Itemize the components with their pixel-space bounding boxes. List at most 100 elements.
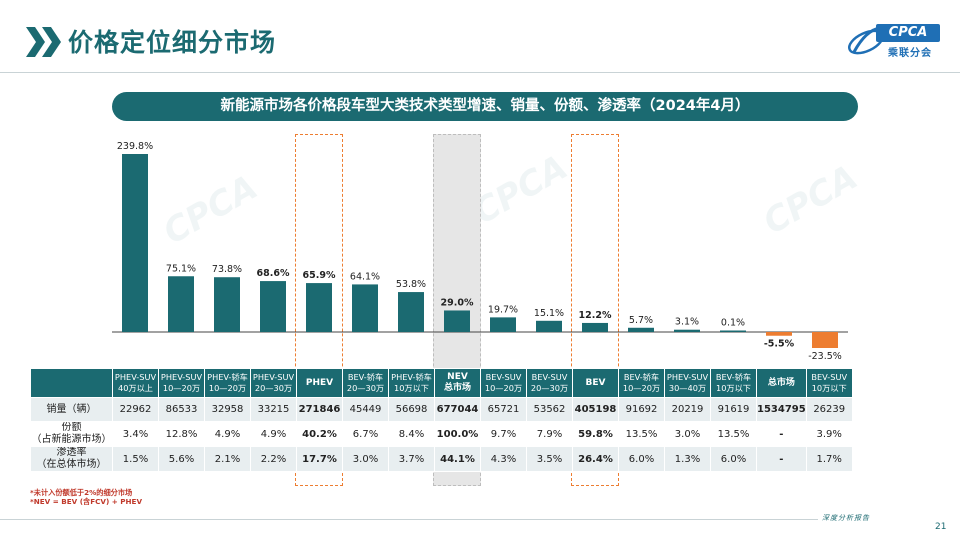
row-label: 销量（辆） (30, 397, 113, 422)
table-cell: 3.7% (388, 446, 435, 472)
header-line: BEV-SUV (485, 372, 522, 382)
header-line: BEV-SUV (531, 372, 568, 382)
bar-value-label: 12.2% (579, 310, 612, 321)
table-cell: 7.9% (526, 421, 573, 447)
table-header-cell: BEV-SUV 20—30万 (526, 368, 573, 398)
bar-value-label: 0.1% (721, 318, 745, 329)
table-cell: 271846 (296, 397, 343, 422)
table-header-cell: BEV (572, 368, 619, 398)
table-header-cell: PHEV-SUV 20—30万 (250, 368, 297, 398)
table-cell: 6.0% (618, 446, 665, 472)
table-cell: 17.7% (296, 446, 343, 472)
table-cell: 6.0% (710, 446, 757, 472)
bar (168, 276, 194, 332)
row-label-line: 渗透率 (56, 447, 87, 459)
highlight-box (295, 134, 343, 486)
header-line: PHEV-SUV (252, 372, 295, 382)
bar (536, 320, 562, 332)
table-row: 销量（辆） 22962 86533 32958 33215 271846 45449 5669… (30, 397, 853, 422)
header-line: PHEV-SUV (114, 372, 157, 382)
bar-value-label: 75.1% (166, 263, 196, 274)
table-header-cell: BEV-轿车 10—20万 (618, 368, 665, 398)
footer-text: 深度分析报告 (822, 514, 870, 522)
page-number: 21 (935, 522, 947, 532)
table-cell: 3.4% (112, 421, 159, 447)
table-cell: 4.9% (204, 421, 251, 447)
footnote: *NEV = BEV (含FCV) + PHEV (30, 497, 143, 506)
bar (720, 330, 746, 332)
table-row: 份额 （占新能源市场） 3.4% 12.8% 4.9% 4.9% 40.2% 6.7% 8.4%… (30, 421, 853, 447)
bar (444, 310, 470, 332)
table-cell: 6.7% (342, 421, 389, 447)
header-line: 20—30万 (346, 383, 385, 393)
table-cell: 1534795 (756, 397, 807, 422)
table-header-cell: BEV-轿车 10万以下 (710, 368, 757, 398)
bar (398, 292, 424, 332)
table-cell: 13.5% (710, 421, 757, 447)
table-header-cell: PHEV-轿车 10万以下 (388, 368, 435, 398)
table-cell: 4.9% (250, 421, 297, 447)
row-label: 渗透率 （在总体市场） (30, 446, 113, 472)
header-line: 10—20万 (484, 383, 523, 393)
header-line: BEV-轿车 (347, 372, 384, 382)
bar-value-label: 29.0% (441, 297, 474, 308)
bar (260, 281, 286, 332)
table-cell: 33215 (250, 397, 297, 422)
table-corner (30, 368, 113, 398)
table-cell: 13.5% (618, 421, 665, 447)
header-line: BEV-轿车 (623, 372, 660, 382)
table-cell: 53562 (526, 397, 573, 422)
bar-value-label: 73.8% (212, 264, 242, 275)
row-label-line: （在总体市场） (36, 459, 107, 470)
table-cell: 9.7% (480, 421, 527, 447)
table-cell: 2.2% (250, 446, 297, 472)
header-line: 10万以下 (811, 383, 847, 393)
bar-value-label: -5.5% (764, 339, 795, 350)
chart-title-banner: 新能源市场各价格段车型大类技术类型增速、销量、份额、渗透率（2024年4月） (112, 92, 858, 121)
header-line: 10—20万 (208, 383, 247, 393)
table-cell: 4.3% (480, 446, 527, 472)
header-line: PHEV-SUV (666, 372, 709, 382)
table-cell: - (756, 421, 807, 447)
table-header-cell: BEV-轿车 20—30万 (342, 368, 389, 398)
row-label: 份额 （占新能源市场） (30, 421, 113, 447)
table-cell: 44.1% (434, 446, 481, 472)
bar (812, 332, 838, 348)
table-cell: 26239 (805, 397, 853, 422)
footnote: *未计入份额低于2%的细分市场 (30, 488, 133, 497)
header-line: PHEV (305, 377, 334, 388)
table-header-cell: PHEV-SUV 10—20万 (158, 368, 205, 398)
bar-value-label: 239.8% (117, 141, 153, 152)
table-cell: 91619 (710, 397, 757, 422)
table-cell: 40.2% (296, 421, 343, 447)
header-line: 40万以上 (118, 383, 153, 393)
table-cell: 5.6% (158, 446, 205, 472)
row-label-line: 销量（辆） (46, 403, 97, 415)
header-line: BEV-SUV (811, 372, 848, 382)
header-line: 20—30万 (254, 383, 293, 393)
table-cell: 12.8% (158, 421, 205, 447)
table-header-cell: PHEV-轿车 10—20万 (204, 368, 251, 398)
table-cell: 1.7% (805, 446, 853, 472)
bar-value-label: 5.7% (629, 315, 653, 326)
table-cell: 22962 (112, 397, 159, 422)
table-header-cell: NEV 总市场 (434, 368, 481, 398)
table-cell: 91692 (618, 397, 665, 422)
header-line: 30—40万 (668, 383, 707, 393)
row-label-line: （占新能源市场） (31, 434, 112, 445)
table-cell: 20219 (664, 397, 711, 422)
table-header-cell: PHEV-SUV 40万以上 (112, 368, 159, 398)
header-line: 10万以下 (716, 383, 751, 393)
header-line: 10万以下 (394, 383, 429, 393)
bar (306, 283, 332, 332)
bar (582, 322, 608, 332)
bar-value-label: 64.1% (350, 271, 380, 282)
header-line: 总市场 (767, 377, 795, 388)
table-cell: 1.5% (112, 446, 159, 472)
table-cell: 405198 (572, 397, 619, 422)
logo-subtext: 乘联分会 (888, 48, 932, 59)
table-cell: 3.5% (526, 446, 573, 472)
table-cell: 65721 (480, 397, 527, 422)
header-line: 20—30万 (530, 383, 569, 393)
